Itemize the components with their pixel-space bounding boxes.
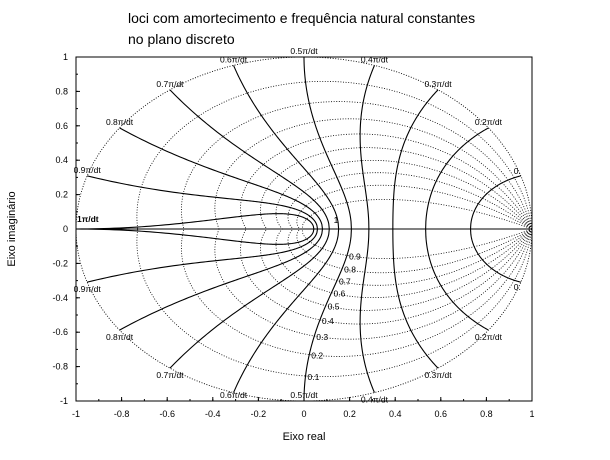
frequency-label-upper: 0.9π/dt — [74, 165, 102, 175]
damping-curve-upper — [302, 199, 533, 230]
damping-label: 0.5 — [328, 302, 340, 312]
damping-curve-lower — [302, 228, 533, 259]
frequency-label-lower: 0. — [514, 282, 521, 292]
x-tick-label: 0 — [301, 409, 306, 419]
unit-circle-curve — [75, 56, 533, 402]
frequency-label-lower: 0.8π/dt — [106, 332, 134, 342]
frequency-curve-lower — [75, 228, 315, 245]
frequency-label-lower: 0.7π/dt — [156, 370, 184, 380]
frequency-curve-upper — [392, 89, 439, 230]
chart-title-line-2: no plano discreto — [128, 31, 235, 47]
damping-curve-upper — [296, 184, 533, 230]
frequency-curve-upper — [425, 127, 489, 230]
frequency-label-upper: 0.8π/dt — [106, 117, 134, 127]
x-tick-label: 0.8 — [480, 409, 493, 419]
damping-label: 1 — [334, 215, 339, 225]
x-tick-label: -0.6 — [159, 409, 175, 419]
frequency-curve-upper — [233, 65, 340, 230]
frequency-curve-lower — [233, 228, 340, 393]
x-tick-label: -0.4 — [205, 409, 221, 419]
frequency-label-lower: 0.5π/dt — [290, 390, 318, 400]
frequency-curve-lower — [469, 228, 521, 283]
damping-curve-upper — [240, 133, 533, 230]
y-tick-label: 0.6 — [55, 121, 68, 131]
frequency-curve-upper — [359, 65, 375, 230]
frequency-label-upper: 0.7π/dt — [156, 79, 184, 89]
frequency-curve-upper — [469, 175, 521, 230]
plot-lines — [75, 56, 533, 402]
curve-labels: 1 0.9 0.8 0.7 0.6 0.5 0.4 0.3 0.2 0.1 0. 0.2π/dt 0.3… — [74, 46, 521, 405]
damping-label: 0.3 — [316, 332, 328, 342]
x-tick-label: -1 — [72, 409, 80, 419]
frequency-label-upper: 0.6π/dt — [220, 54, 248, 64]
damping-label: 0.8 — [344, 265, 356, 275]
frequency-curve-lower — [119, 228, 324, 331]
x-tick-label: 0.6 — [435, 409, 448, 419]
frequency-curve-lower — [87, 228, 319, 283]
y-tick-label: 0.4 — [55, 155, 68, 165]
frequency-curve-lower — [425, 228, 489, 331]
damping-curve-upper — [260, 147, 533, 230]
frequency-curve-lower — [169, 228, 330, 369]
x-axis-label: Eixo real — [283, 431, 326, 443]
y-tick-label: -0.2 — [52, 258, 68, 268]
frequency-label-lower: 0.3π/dt — [424, 370, 452, 380]
damping-curve-upper — [181, 101, 533, 230]
frequency-label-lower: 0.2π/dt — [475, 332, 503, 342]
frequency-label-upper: 0. — [514, 166, 521, 176]
y-tick-label: -0.4 — [52, 293, 68, 303]
x-tick-label: -0.2 — [251, 409, 267, 419]
y-tick-label: 0.2 — [55, 190, 68, 200]
chart-title: loci com amortecimento e frequência natu… — [128, 8, 475, 50]
frequency-label-upper: 0.4π/dt — [361, 54, 389, 64]
frequency-label-upper: 0.5π/dt — [290, 46, 318, 56]
damping-curve-lower — [260, 228, 533, 311]
chart-title-line-1: loci com amortecimento e frequência natu… — [128, 10, 476, 26]
x-tick-label: 1 — [529, 409, 534, 419]
x-tick-label: 0.2 — [343, 409, 356, 419]
axis-ticks: -1 -0.8 -0.6 -0.4 -0.2 0 0.2 0.4 0.6 0.8 1 1 0.8 0.6 0… — [52, 52, 534, 419]
frequency-curve-lower — [303, 228, 352, 402]
damping-label: 0.2 — [311, 351, 323, 361]
damping-label: 0.4 — [322, 316, 334, 326]
damping-label: 0.1 — [308, 372, 320, 382]
damping-label: 0.7 — [339, 277, 351, 287]
damping-curve-lower — [296, 228, 533, 274]
frequency-curve-upper — [303, 56, 352, 230]
frequency-label-upper: 1π/dt — [77, 214, 99, 224]
y-tick-label: 0 — [63, 224, 68, 234]
frequency-label-upper: 0.2π/dt — [475, 117, 503, 127]
y-tick-label: -1 — [60, 396, 68, 406]
x-tick-label: 0.4 — [389, 409, 402, 419]
frequency-curve-upper — [169, 89, 330, 230]
frequency-label-lower: 0.4π/dt — [361, 395, 389, 405]
frequency-curve-upper — [87, 175, 319, 230]
y-axis-label: Eixo imaginário — [6, 191, 18, 266]
frequency-curve-lower — [359, 228, 375, 393]
damping-curve-upper — [214, 118, 533, 230]
frequency-label-upper: 0.3π/dt — [424, 79, 452, 89]
damping-curve-upper — [275, 159, 533, 230]
x-tick-label: -0.8 — [114, 409, 130, 419]
damping-curve-lower — [214, 228, 533, 340]
y-tick-label: 1 — [63, 52, 68, 62]
frequency-curve-lower — [392, 228, 439, 369]
damping-curve-lower — [275, 228, 533, 299]
frequency-label-lower: 0.6π/dt — [220, 390, 248, 400]
frequency-curve-upper — [119, 127, 324, 230]
y-tick-label: -0.6 — [52, 327, 68, 337]
damping-curve-upper — [136, 80, 533, 230]
damping-curve-lower — [181, 228, 533, 357]
y-tick-label: -0.8 — [52, 362, 68, 372]
damping-label: 0.9 — [349, 251, 361, 261]
frequency-label-lower: 0.9π/dt — [74, 284, 102, 294]
y-tick-label: 0.8 — [55, 86, 68, 96]
damping-curve-lower — [240, 228, 533, 325]
damping-label: 0.6 — [333, 289, 345, 299]
frequency-curve-upper — [75, 213, 315, 230]
